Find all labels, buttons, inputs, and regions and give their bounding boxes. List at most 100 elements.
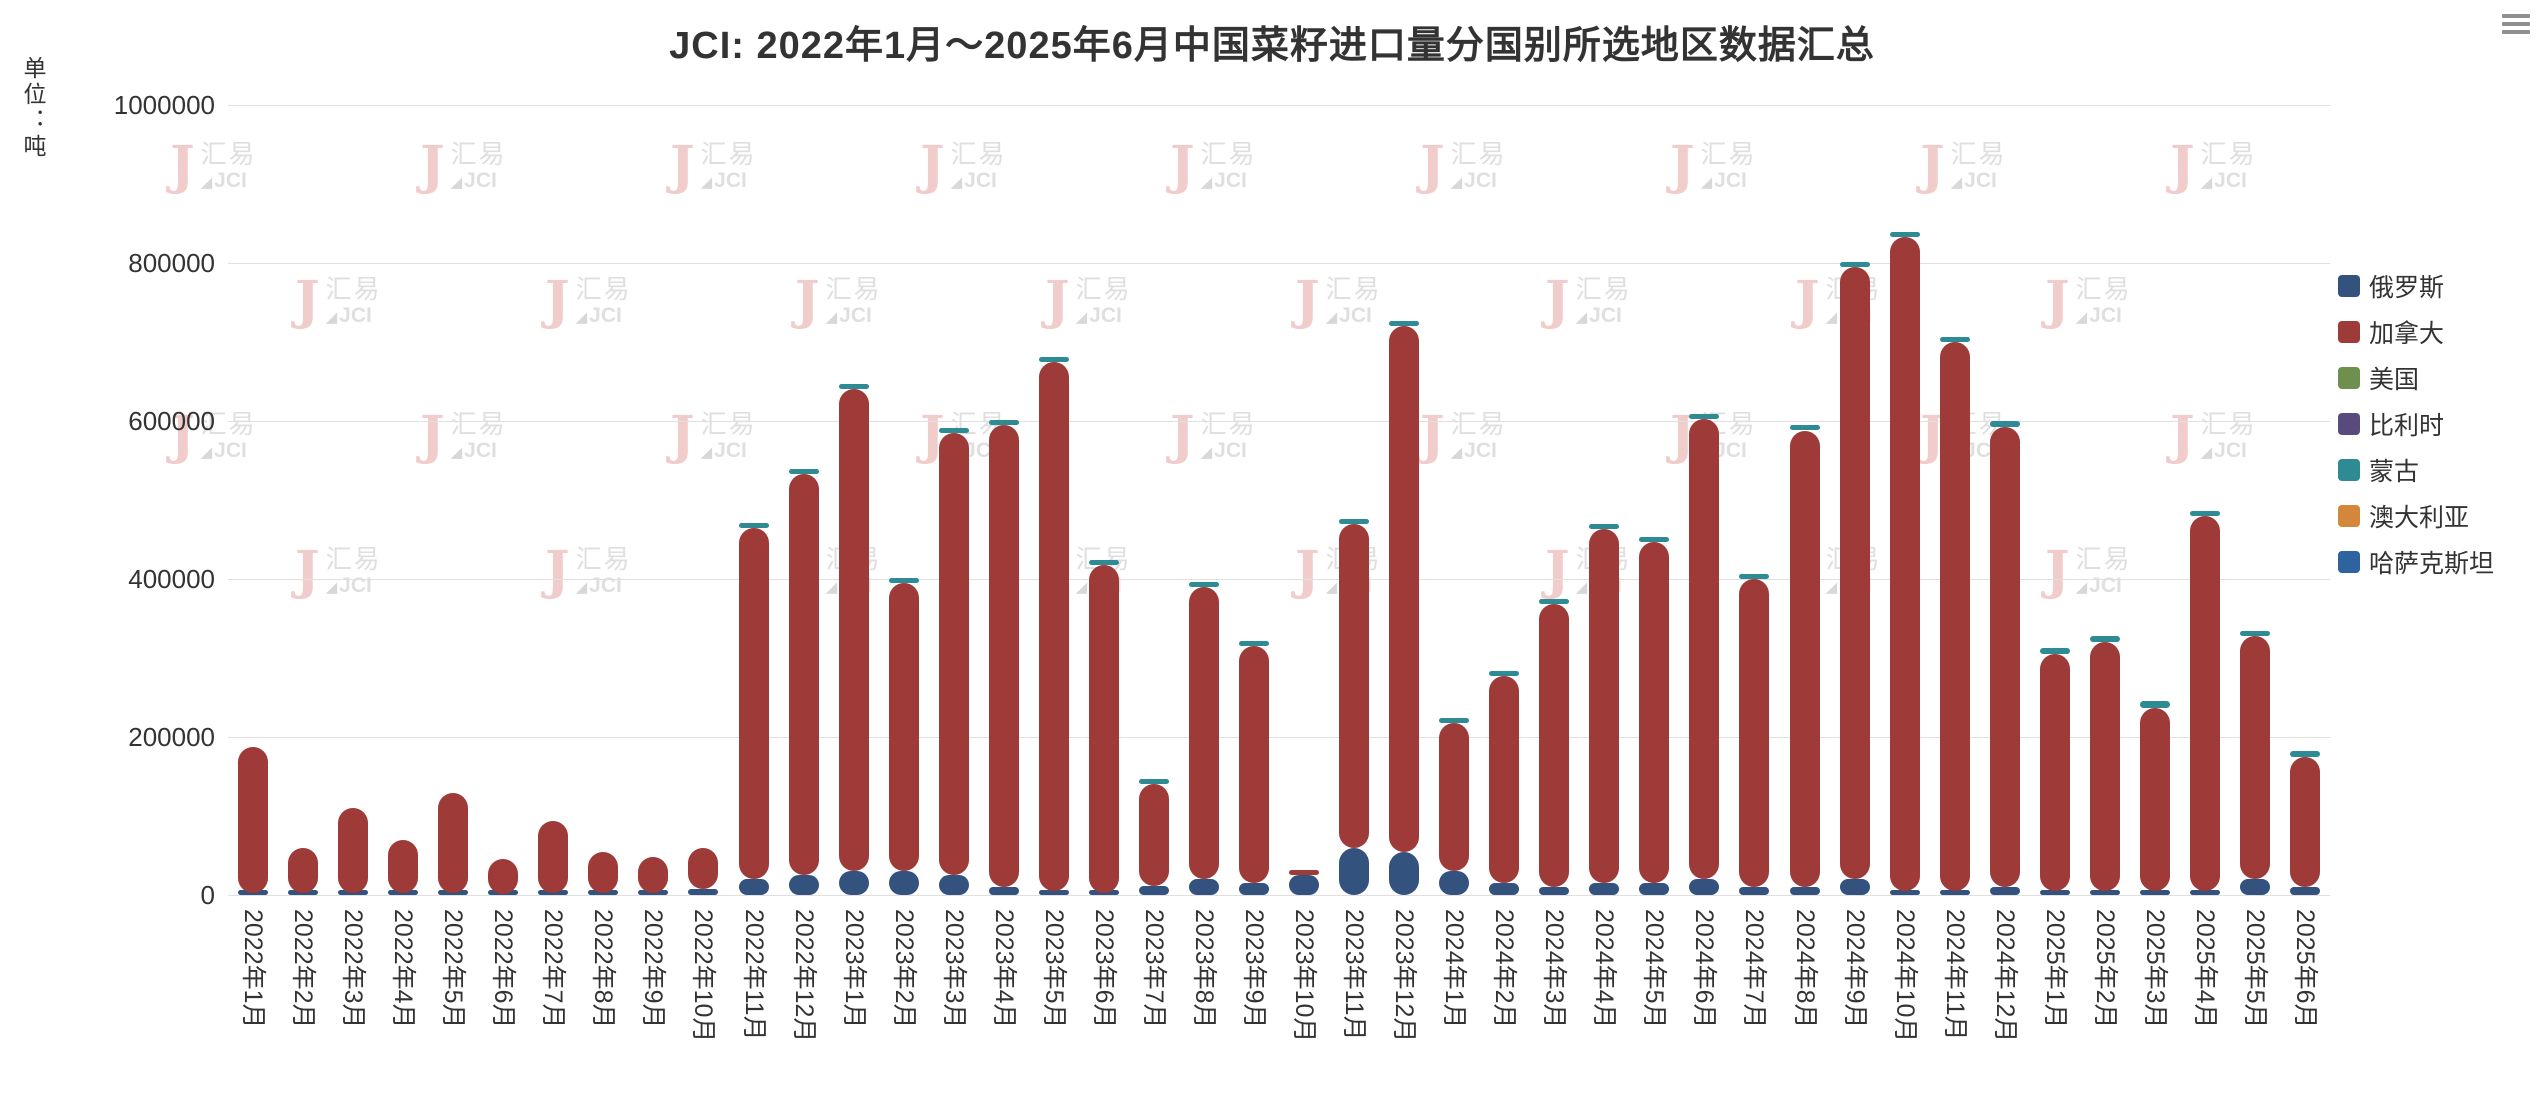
bar-segment-蒙古[interactable]	[1839, 261, 1870, 267]
bar-segment-加拿大[interactable]	[738, 527, 769, 880]
bar-segment-俄罗斯[interactable]	[738, 879, 769, 895]
bar-segment-俄罗斯[interactable]	[1939, 890, 1970, 895]
bar-segment-加拿大[interactable]	[1589, 529, 1620, 884]
bar-segment-加拿大[interactable]	[1188, 586, 1219, 880]
bar-segment-蒙古[interactable]	[838, 384, 869, 390]
bar-segment-蒙古[interactable]	[1088, 559, 1119, 565]
bar-segment-蒙古[interactable]	[1689, 414, 1720, 420]
bar-segment-加拿大[interactable]	[1889, 236, 1920, 892]
bar-segment-蒙古[interactable]	[2139, 701, 2170, 708]
bar-segment-俄罗斯[interactable]	[1038, 890, 1069, 895]
bar-segment-加拿大[interactable]	[438, 793, 469, 894]
bar-segment-俄罗斯[interactable]	[2089, 890, 2120, 895]
legend-item-比利时[interactable]: 比利时	[2338, 406, 2494, 442]
bar-segment-俄罗斯[interactable]	[1639, 883, 1670, 895]
bar-segment-蒙古[interactable]	[1489, 671, 1520, 677]
bar-segment-俄罗斯[interactable]	[888, 871, 919, 895]
bar-segment-加拿大[interactable]	[1389, 326, 1420, 852]
bar-segment-蒙古[interactable]	[1589, 524, 1620, 530]
bar-segment-加拿大[interactable]	[2089, 642, 2120, 892]
bar-segment-俄罗斯[interactable]	[2039, 890, 2070, 895]
bar-segment-俄罗斯[interactable]	[1989, 887, 2020, 895]
bar-segment-俄罗斯[interactable]	[1238, 883, 1269, 895]
bar-segment-蒙古[interactable]	[988, 419, 1019, 425]
bar-segment-蒙古[interactable]	[1539, 599, 1570, 605]
bar-segment-蒙古[interactable]	[1739, 574, 1770, 579]
legend-item-美国[interactable]: 美国	[2338, 360, 2494, 396]
bar-segment-蒙古[interactable]	[2289, 751, 2320, 757]
bar-segment-蒙古[interactable]	[2189, 510, 2220, 516]
bar-segment-加拿大[interactable]	[538, 820, 569, 894]
bar-segment-蒙古[interactable]	[788, 468, 819, 474]
bar-segment-加拿大[interactable]	[838, 389, 869, 872]
bar-segment-俄罗斯[interactable]	[1289, 875, 1320, 895]
bar-segment-蒙古[interactable]	[1188, 581, 1219, 587]
bar-segment-加拿大[interactable]	[588, 851, 619, 894]
bar-segment-俄罗斯[interactable]	[1689, 879, 1720, 895]
bar-segment-加拿大[interactable]	[1289, 870, 1320, 876]
bar-segment-蒙古[interactable]	[1889, 231, 1920, 237]
bar-segment-加拿大[interactable]	[2039, 654, 2070, 892]
bar-segment-加拿大[interactable]	[938, 432, 969, 876]
bar-segment-加拿大[interactable]	[1238, 646, 1269, 884]
bar-segment-加拿大[interactable]	[888, 582, 919, 872]
legend-item-俄罗斯[interactable]: 俄罗斯	[2338, 268, 2494, 304]
bar-segment-俄罗斯[interactable]	[1839, 879, 1870, 895]
bar-segment-俄罗斯[interactable]	[1339, 847, 1370, 895]
bar-segment-加拿大[interactable]	[1939, 342, 1970, 892]
bar-segment-俄罗斯[interactable]	[1439, 871, 1470, 895]
bar-segment-加拿大[interactable]	[338, 808, 369, 894]
bar-segment-俄罗斯[interactable]	[1539, 887, 1570, 895]
bar-segment-俄罗斯[interactable]	[788, 875, 819, 895]
bar-segment-蒙古[interactable]	[2239, 630, 2270, 636]
bar-segment-俄罗斯[interactable]	[1889, 890, 1920, 895]
bar-segment-俄罗斯[interactable]	[2239, 879, 2270, 895]
bar-segment-蒙古[interactable]	[1238, 641, 1269, 647]
bar-segment-加拿大[interactable]	[1739, 579, 1770, 888]
bar-segment-加拿大[interactable]	[1439, 722, 1470, 872]
bar-segment-俄罗斯[interactable]	[838, 871, 869, 895]
bar-segment-加拿大[interactable]	[1088, 564, 1119, 893]
bar-segment-俄罗斯[interactable]	[2289, 887, 2320, 895]
bar-segment-蒙古[interactable]	[2039, 647, 2070, 655]
bar-segment-蒙古[interactable]	[2089, 635, 2120, 643]
bar-segment-加拿大[interactable]	[1789, 430, 1820, 888]
bar-segment-加拿大[interactable]	[2239, 635, 2270, 880]
bar-segment-蒙古[interactable]	[1939, 337, 1970, 342]
bar-segment-加拿大[interactable]	[2189, 515, 2220, 892]
bar-segment-加拿大[interactable]	[1138, 784, 1169, 886]
bar-segment-蒙古[interactable]	[1339, 518, 1370, 524]
bar-segment-俄罗斯[interactable]	[988, 887, 1019, 895]
bar-segment-俄罗斯[interactable]	[2189, 890, 2220, 895]
bar-segment-俄罗斯[interactable]	[1389, 851, 1420, 895]
bar-segment-俄罗斯[interactable]	[1589, 883, 1620, 895]
bar-segment-蒙古[interactable]	[1789, 425, 1820, 431]
legend-item-澳大利亚[interactable]: 澳大利亚	[2338, 498, 2494, 534]
bar-segment-加拿大[interactable]	[788, 473, 819, 876]
bar-segment-加拿大[interactable]	[2139, 707, 2170, 892]
bar-segment-蒙古[interactable]	[888, 577, 919, 583]
bar-segment-加拿大[interactable]	[1989, 427, 2020, 888]
bar-segment-蒙古[interactable]	[1138, 779, 1169, 785]
bar-segment-俄罗斯[interactable]	[1739, 887, 1770, 895]
bar-segment-加拿大[interactable]	[1639, 541, 1670, 884]
bar-segment-加拿大[interactable]	[1539, 604, 1570, 888]
bar-segment-俄罗斯[interactable]	[1489, 883, 1520, 895]
bar-segment-蒙古[interactable]	[1389, 321, 1420, 327]
bar-segment-加拿大[interactable]	[1339, 523, 1370, 848]
bar-segment-加拿大[interactable]	[1839, 266, 1870, 880]
bar-segment-加拿大[interactable]	[1489, 676, 1520, 884]
bar-segment-蒙古[interactable]	[1639, 536, 1670, 542]
bar-segment-加拿大[interactable]	[1689, 419, 1720, 880]
bar-segment-俄罗斯[interactable]	[1188, 879, 1219, 895]
legend-item-哈萨克斯坦[interactable]: 哈萨克斯坦	[2338, 544, 2494, 580]
bar-segment-加拿大[interactable]	[238, 746, 269, 893]
bar-segment-蒙古[interactable]	[1439, 717, 1470, 723]
bar-segment-俄罗斯[interactable]	[2139, 890, 2170, 895]
bar-segment-加拿大[interactable]	[988, 424, 1019, 888]
bar-segment-加拿大[interactable]	[688, 847, 719, 889]
bar-segment-俄罗斯[interactable]	[938, 875, 969, 895]
bar-segment-蒙古[interactable]	[1989, 421, 2020, 428]
bar-segment-俄罗斯[interactable]	[1789, 887, 1820, 895]
bar-segment-加拿大[interactable]	[1038, 361, 1069, 892]
